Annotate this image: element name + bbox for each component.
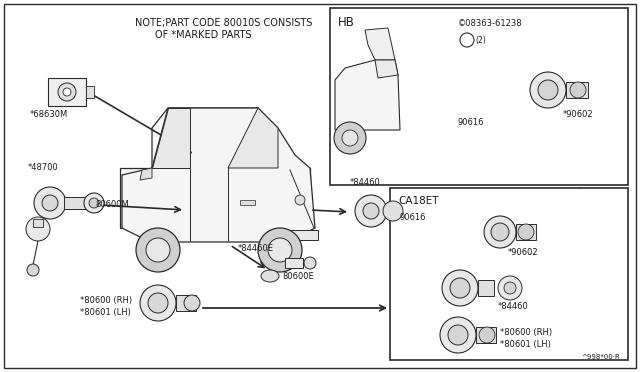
Circle shape <box>530 72 566 108</box>
Text: OF *MARKED PARTS: OF *MARKED PARTS <box>155 30 252 40</box>
Polygon shape <box>276 168 310 228</box>
Polygon shape <box>335 60 400 130</box>
Circle shape <box>484 216 516 248</box>
Circle shape <box>518 224 534 240</box>
Circle shape <box>304 257 316 269</box>
Circle shape <box>448 325 468 345</box>
Circle shape <box>342 130 358 146</box>
Text: *80601 (LH): *80601 (LH) <box>500 340 551 349</box>
Text: CA18ET: CA18ET <box>398 196 438 206</box>
Text: 80600M: 80600M <box>95 200 129 209</box>
Polygon shape <box>120 168 152 228</box>
Circle shape <box>63 88 71 96</box>
Text: 90616: 90616 <box>458 118 484 127</box>
Bar <box>285 258 303 268</box>
Circle shape <box>184 295 200 311</box>
Circle shape <box>148 293 168 313</box>
Circle shape <box>479 327 495 343</box>
Bar <box>33 219 43 227</box>
Text: 80600E: 80600E <box>282 272 314 281</box>
Bar <box>516 224 536 240</box>
Circle shape <box>450 278 470 298</box>
Circle shape <box>363 203 379 219</box>
Bar <box>330 8 628 185</box>
Circle shape <box>84 193 104 213</box>
Bar <box>48 78 86 106</box>
Polygon shape <box>152 108 190 168</box>
Circle shape <box>504 282 516 294</box>
Circle shape <box>58 83 76 101</box>
Circle shape <box>27 264 39 276</box>
Polygon shape <box>152 108 276 168</box>
Text: *90602: *90602 <box>508 248 539 257</box>
Text: *48700: *48700 <box>28 163 59 172</box>
Bar <box>390 188 628 360</box>
Circle shape <box>491 223 509 241</box>
Text: *80600 (RH): *80600 (RH) <box>500 328 552 337</box>
Text: ©08363-61238: ©08363-61238 <box>458 19 523 28</box>
Text: *84460: *84460 <box>350 178 381 187</box>
Circle shape <box>383 201 403 221</box>
Bar <box>176 295 196 311</box>
Polygon shape <box>122 108 315 242</box>
Text: *80601 (LH): *80601 (LH) <box>80 308 131 317</box>
Bar <box>566 82 588 98</box>
Circle shape <box>295 195 305 205</box>
Circle shape <box>570 82 586 98</box>
Circle shape <box>355 195 387 227</box>
Circle shape <box>26 217 50 241</box>
Text: (2): (2) <box>475 35 486 45</box>
Bar <box>86 86 94 98</box>
Polygon shape <box>365 28 395 60</box>
Circle shape <box>146 238 170 262</box>
Ellipse shape <box>261 270 279 282</box>
Circle shape <box>440 317 476 353</box>
Bar <box>64 197 94 209</box>
Text: NOTE;PART CODE 80010S CONSISTS: NOTE;PART CODE 80010S CONSISTS <box>135 18 312 28</box>
Bar <box>290 230 318 240</box>
Circle shape <box>334 122 366 154</box>
Bar <box>478 280 494 296</box>
Bar <box>240 200 255 205</box>
Text: HB: HB <box>338 16 355 29</box>
Text: *90602: *90602 <box>563 110 594 119</box>
Polygon shape <box>375 60 398 78</box>
Text: *84460: *84460 <box>498 302 529 311</box>
Circle shape <box>34 187 66 219</box>
Polygon shape <box>140 168 152 180</box>
Circle shape <box>136 228 180 272</box>
Circle shape <box>89 198 99 208</box>
Circle shape <box>268 238 292 262</box>
Circle shape <box>538 80 558 100</box>
Circle shape <box>498 276 522 300</box>
Circle shape <box>42 195 58 211</box>
Bar <box>476 327 496 343</box>
Circle shape <box>442 270 478 306</box>
Circle shape <box>258 228 302 272</box>
Text: *80600 (RH): *80600 (RH) <box>80 296 132 305</box>
Circle shape <box>140 285 176 321</box>
Text: ^998*00·R: ^998*00·R <box>581 354 620 360</box>
Text: 90616: 90616 <box>400 213 426 222</box>
Polygon shape <box>228 108 278 168</box>
Text: *84460E: *84460E <box>238 244 274 253</box>
Text: *68630M: *68630M <box>30 110 68 119</box>
